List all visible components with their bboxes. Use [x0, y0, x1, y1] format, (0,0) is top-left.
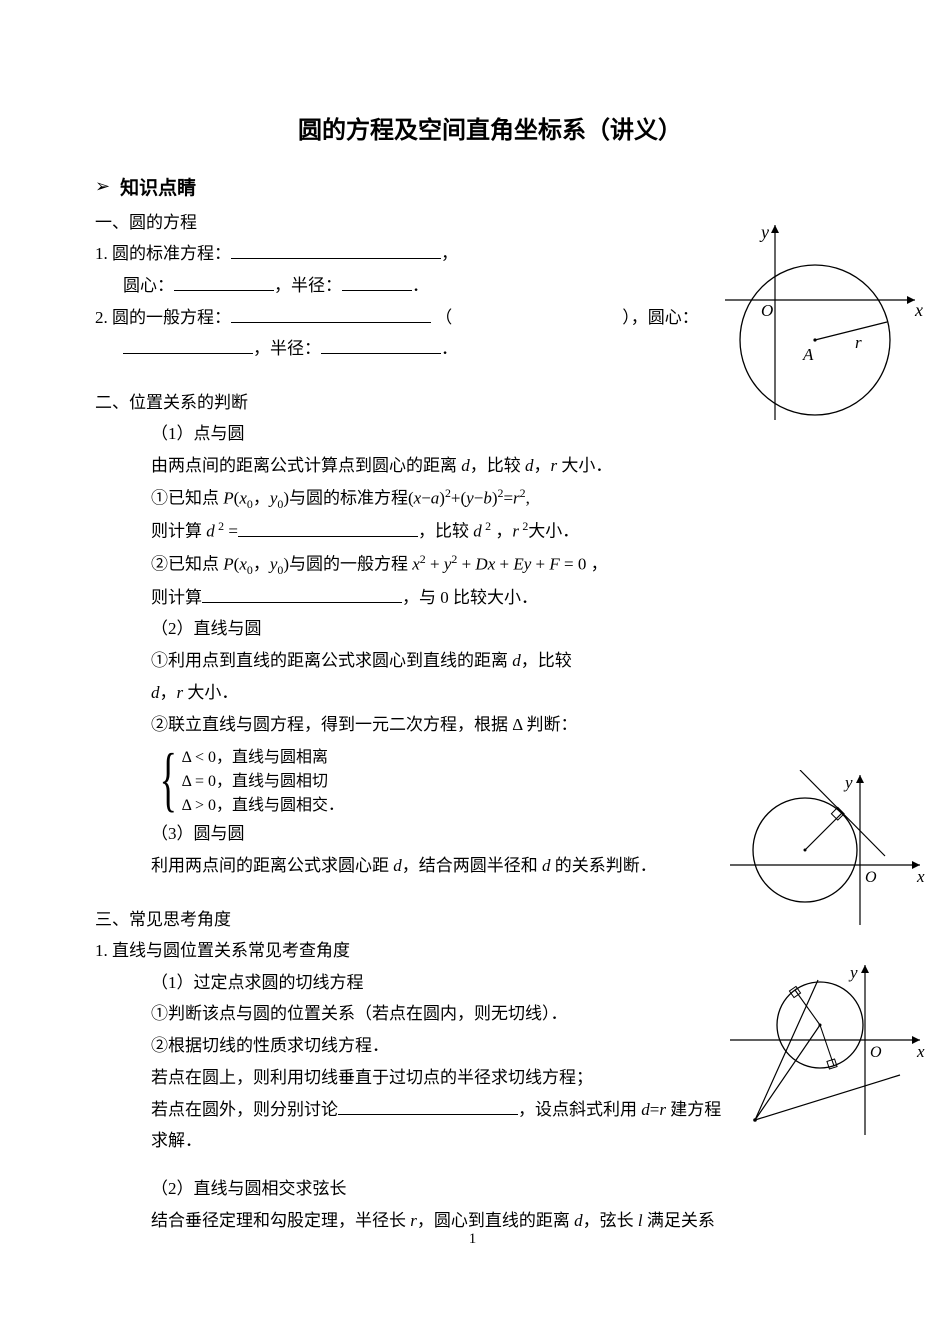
blank: [231, 305, 431, 323]
case3: Δ > 0，直线与圆相交: [182, 791, 328, 815]
text: 1. 圆的标准方程：: [95, 244, 231, 263]
sec2-p3: 则计算 d 2 =，比较 d 2 ，r 2大小．: [95, 516, 885, 546]
text: ，比较: [521, 651, 572, 670]
sec3-p2: （2）直线与圆相交求弦长: [95, 1174, 885, 1204]
section-knowledge-header: ➢ 知识点睛: [95, 173, 885, 200]
text: 2. 圆的一般方程：: [95, 308, 231, 327]
text: ②已知点: [151, 554, 223, 573]
text: ．: [441, 339, 458, 358]
blank: [231, 241, 441, 259]
sec2-p7: ②联立直线与圆方程，得到一元二次方程，根据 Δ 判断：: [95, 710, 885, 740]
svg-text:r: r: [855, 333, 862, 352]
text: ，: [534, 456, 551, 475]
arrow-icon: ➢: [95, 176, 110, 197]
sec2-p5: 则计算 ，与 0 比较大小．: [95, 583, 885, 613]
figure-circle-axes: x y O A r: [715, 220, 925, 430]
blank: [174, 273, 274, 291]
svg-text:A: A: [802, 345, 814, 364]
text: 的关系判断．: [551, 856, 657, 875]
text: ，: [441, 244, 458, 263]
page: 圆的方程及空间直角坐标系（讲义） ➢ 知识点睛 x y O A r 一、圆的方程…: [0, 0, 945, 1278]
blank: [238, 519, 418, 537]
page-title: 圆的方程及空间直角坐标系（讲义）: [95, 110, 885, 145]
header-text: 知识点睛: [120, 173, 196, 200]
text: 圆心：: [123, 276, 174, 295]
text: 则计算: [151, 588, 202, 607]
text: ，半径：: [274, 276, 342, 295]
text: ，: [491, 522, 512, 541]
text: ，比较: [470, 456, 525, 475]
text: 利用两点间的距离公式求圆心距: [151, 856, 393, 875]
text: 建方程: [666, 1100, 721, 1119]
svg-text:x: x: [914, 300, 923, 320]
text: ，: [160, 683, 177, 702]
case2: Δ = 0，直线与圆相切: [182, 767, 328, 791]
text: 满足关系: [643, 1211, 715, 1230]
text: 则计算: [151, 522, 206, 541]
text: 大小．: [528, 522, 579, 541]
text: ．: [412, 276, 429, 295]
text: ，: [586, 554, 607, 573]
text: ），圆心：: [622, 308, 699, 327]
sec2-p6: （2）直线与圆: [95, 614, 885, 644]
sec2-p6a: ①利用点到直线的距离公式求圆心到直线的距离 d，比较: [95, 646, 885, 676]
text: ，比较: [418, 522, 473, 541]
blank: [321, 336, 441, 354]
text: ，半径：: [253, 339, 321, 358]
blank: [202, 585, 402, 603]
blank: [338, 1097, 518, 1115]
svg-text:O: O: [761, 301, 773, 320]
text: 与圆的标准方程: [289, 488, 408, 507]
text: ①利用点到直线的距离公式求圆心到直线的距离: [151, 651, 512, 670]
text: （: [431, 308, 452, 327]
svg-text:y: y: [843, 773, 853, 792]
sec2-p2: ①已知点 P(x0，y0)与圆的标准方程(x−a)2+(y−b)2=r2,: [95, 483, 885, 515]
svg-text:x: x: [916, 867, 925, 886]
text: 大小．: [557, 456, 612, 475]
sec2-p1a: 由两点间的距离公式计算点到圆心的距离 d，比较 d，r 大小．: [95, 451, 885, 481]
sec2-p4: ②已知点 P(x0，y0)与圆的一般方程 x2 + y2 + Dx + Ey +…: [95, 549, 885, 581]
svg-text:O: O: [865, 869, 877, 886]
figure-tangent-external: x y O: [725, 960, 925, 1140]
blank: [123, 336, 253, 354]
text: ，弦长: [583, 1211, 638, 1230]
svg-text:x: x: [916, 1042, 925, 1061]
text: ①已知点: [151, 488, 223, 507]
brace-icon: {: [160, 743, 177, 815]
text: 由两点间的距离公式计算点到圆心的距离: [151, 456, 461, 475]
page-number: 1: [0, 1231, 945, 1248]
text: ，圆心到直线的距离: [417, 1211, 574, 1230]
text: ，结合两圆半径和: [402, 856, 542, 875]
text: 大小．: [183, 683, 238, 702]
text: ，与 0 比较大小．: [402, 588, 538, 607]
text: ，设点斜式利用: [518, 1100, 641, 1119]
figure-tangent-on-circle: x y O: [725, 770, 925, 930]
svg-text:y: y: [759, 222, 769, 242]
svg-text:O: O: [870, 1044, 882, 1061]
text: 结合垂径定理和勾股定理，半径长: [151, 1211, 410, 1230]
svg-text:y: y: [848, 963, 858, 982]
sec2-p6c: d，r 大小．: [95, 678, 885, 708]
text: 与圆的一般方程: [289, 554, 412, 573]
blank: [342, 273, 412, 291]
text: 若点在圆外，则分别讨论: [151, 1100, 338, 1119]
case1: Δ < 0，直线与圆相离: [182, 743, 328, 767]
period: ．: [328, 791, 344, 815]
